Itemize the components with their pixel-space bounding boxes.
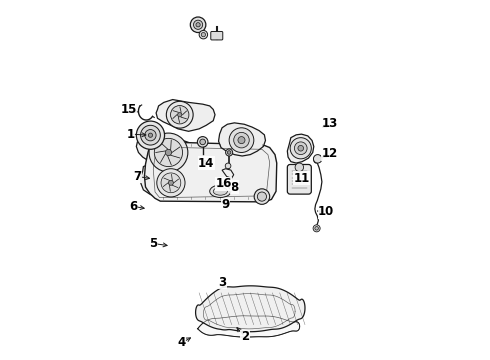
Text: 1: 1 [126, 128, 134, 141]
Polygon shape [156, 100, 215, 131]
Polygon shape [219, 123, 266, 156]
Circle shape [225, 163, 231, 169]
Circle shape [225, 149, 233, 156]
Circle shape [290, 138, 311, 159]
Polygon shape [196, 286, 305, 332]
FancyBboxPatch shape [287, 165, 311, 194]
Circle shape [234, 132, 249, 148]
Polygon shape [136, 134, 200, 167]
Circle shape [298, 145, 304, 151]
Circle shape [227, 151, 231, 154]
Circle shape [169, 180, 173, 185]
Circle shape [171, 105, 189, 124]
Circle shape [295, 163, 304, 171]
Text: 10: 10 [318, 205, 334, 218]
Text: 8: 8 [230, 181, 239, 194]
Text: 2: 2 [241, 330, 249, 343]
Circle shape [315, 226, 318, 230]
Circle shape [165, 149, 172, 156]
Circle shape [199, 30, 208, 39]
Circle shape [145, 130, 156, 141]
Circle shape [157, 169, 185, 197]
Polygon shape [287, 134, 314, 163]
Circle shape [294, 142, 307, 154]
Circle shape [161, 173, 181, 193]
Circle shape [136, 121, 165, 149]
Circle shape [200, 139, 205, 145]
Text: 12: 12 [321, 147, 338, 160]
Polygon shape [145, 142, 277, 202]
Circle shape [194, 20, 203, 30]
Polygon shape [197, 316, 300, 337]
Text: 13: 13 [321, 117, 338, 130]
Circle shape [314, 154, 322, 163]
Circle shape [177, 113, 182, 117]
Circle shape [154, 138, 183, 167]
Circle shape [190, 17, 206, 32]
Ellipse shape [210, 185, 231, 198]
Ellipse shape [213, 188, 227, 195]
FancyBboxPatch shape [211, 31, 223, 40]
Circle shape [229, 128, 254, 153]
Circle shape [196, 23, 200, 27]
Text: 7: 7 [133, 170, 142, 183]
Text: 15: 15 [121, 103, 137, 116]
Circle shape [149, 133, 188, 172]
Polygon shape [222, 169, 234, 178]
Text: 3: 3 [218, 276, 226, 289]
Circle shape [141, 125, 160, 145]
Circle shape [254, 189, 270, 204]
Circle shape [148, 133, 152, 137]
Text: 16: 16 [216, 177, 232, 190]
Text: 9: 9 [221, 198, 230, 211]
Circle shape [197, 136, 208, 147]
Text: 5: 5 [149, 237, 157, 250]
Polygon shape [141, 164, 195, 199]
Circle shape [238, 136, 245, 144]
Text: 11: 11 [294, 172, 310, 185]
Text: 4: 4 [177, 337, 186, 350]
Text: 6: 6 [130, 200, 138, 213]
Text: 14: 14 [198, 157, 215, 170]
Circle shape [201, 32, 205, 37]
Circle shape [257, 192, 267, 201]
Circle shape [313, 225, 320, 232]
Circle shape [166, 101, 193, 128]
